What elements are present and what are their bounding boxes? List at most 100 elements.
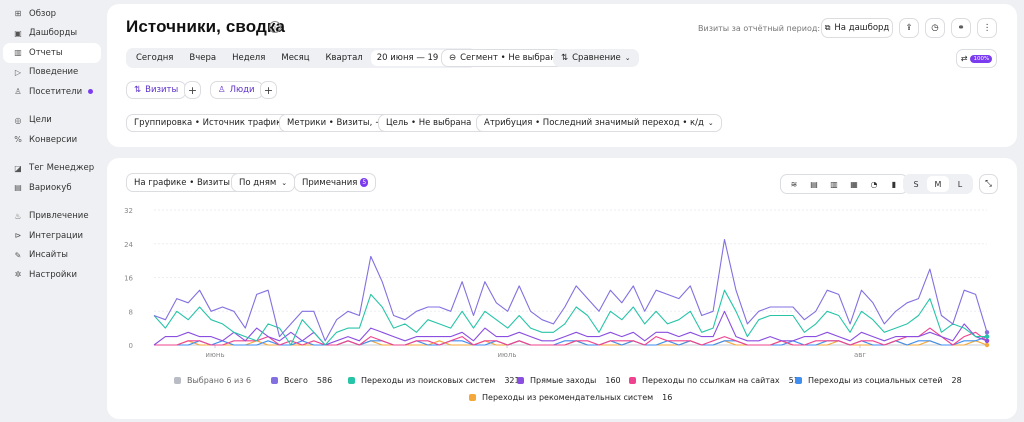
goal-label: Цель • Не выбрана [386, 118, 472, 128]
sidebar-item-label: Привлечение [29, 211, 89, 222]
sidebar-item-plug[interactable]: ⊳ Интеграции [3, 226, 101, 246]
visits-chip[interactable]: ⇅ Визиты [126, 81, 187, 99]
user-icon: ♙ [218, 85, 226, 95]
percent-icon: % [14, 135, 22, 145]
comparison-label: Сравнение [572, 53, 621, 63]
to-dashboard-button[interactable]: ⧉ На дашборд [821, 18, 893, 38]
checkbox-icon [795, 377, 802, 384]
export-button[interactable]: ⇪ [899, 18, 919, 38]
sidebar-item-cube[interactable]: ▤ Вариокуб [3, 178, 101, 198]
column-chart-icon[interactable]: ▮ [891, 179, 897, 189]
period-today[interactable]: Сегодня [136, 53, 174, 63]
notes-count-badge: 5 [360, 178, 369, 187]
sidebar-divider [0, 198, 104, 207]
sidebar-item-tag[interactable]: ◪ Тег Менеджер [3, 159, 101, 179]
sliders-icon: ⇄ [960, 54, 968, 63]
sampling-button[interactable]: ⇄ 100% [956, 49, 997, 68]
series-line-total [153, 238, 988, 342]
size-m[interactable]: M [927, 176, 949, 192]
sidebar-item-target[interactable]: ◎ Цели [3, 111, 101, 131]
legend-label: Прямые заходы [530, 376, 597, 385]
attribution-label: Атрибуция • Последний значимый переход •… [484, 118, 704, 128]
line-chart: 0 8 16 24 32 июнь июль авг [124, 207, 990, 359]
goal-select[interactable]: Цель • Не выбрана ⌄ [378, 114, 490, 132]
metrics-select[interactable]: Метрики • Визиты, +4 [279, 114, 396, 132]
legend-item-direct[interactable]: Прямые заходы 160 [517, 376, 621, 385]
period-quarter[interactable]: Квартал [325, 53, 363, 63]
percent-bar-icon[interactable]: ▦ [850, 179, 858, 189]
attribution-select[interactable]: Атрибуция • Последний значимый переход •… [476, 114, 722, 132]
period-yesterday[interactable]: Вчера [189, 53, 217, 63]
info-icon[interactable]: i [269, 21, 281, 33]
y-tick-label: 8 [129, 308, 133, 316]
cube-icon: ▤ [14, 183, 22, 193]
chart-type-group: ≋ ▤ ▥ ▦ ◔ ▮ [780, 174, 908, 194]
expand-button[interactable]: ⤡ [979, 174, 998, 194]
sidebar-item-wand[interactable]: ✎ Инсайты [3, 246, 101, 266]
y-tick-label: 32 [124, 207, 133, 215]
sidebar-item-gear[interactable]: ✲ Настройки [3, 265, 101, 285]
report-icon: ▥ [14, 48, 22, 58]
period-month[interactable]: Месяц [281, 53, 310, 63]
sidebar-item-report[interactable]: ▥ Отчеты [3, 43, 101, 63]
series-end-point-recommend [984, 342, 990, 348]
checkbox-icon [629, 377, 636, 384]
sidebar-item-grid[interactable]: ⊞ Обзор [3, 4, 101, 24]
sidebar-item-play[interactable]: ▷ Поведение [3, 63, 101, 83]
sidebar-item-label: Цели [29, 115, 52, 126]
by-days-label: По дням [239, 177, 277, 188]
play-icon: ▷ [14, 67, 22, 77]
sidebar-item-percent[interactable]: % Конверсии [3, 130, 101, 150]
legend-count: 28 [951, 376, 962, 385]
status-dot [88, 89, 93, 95]
period-week[interactable]: Неделя [232, 53, 266, 63]
series-line-search [153, 289, 987, 346]
sidebar-item-user[interactable]: ♙ Посетители [3, 82, 101, 102]
clock-icon: ◷ [931, 23, 939, 33]
pie-chart-icon[interactable]: ◔ [870, 179, 878, 189]
legend-select-all[interactable]: Выбрано 6 из 6 [174, 376, 251, 385]
share-link-button[interactable]: ⚭ [951, 18, 971, 38]
sampling-badge: 100% [970, 54, 993, 63]
sidebar-item-label: Поведение [29, 67, 79, 78]
dashboard-icon: ⧉ [824, 23, 831, 32]
people-chip-label: Люди [229, 85, 255, 95]
legend-label: Переходы из рекомендательных систем [482, 393, 654, 402]
history-button[interactable]: ◷ [925, 18, 945, 38]
line-chart-icon[interactable]: ≋ [790, 179, 798, 189]
legend-item-recommend[interactable]: Переходы из рекомендательных систем 16 [469, 393, 672, 402]
bar-chart-icon[interactable]: ▥ [830, 179, 838, 189]
date-range-label: 20 июня — 19 авг [376, 53, 456, 63]
sidebar-item-dashboard[interactable]: ▣ Дашборды [3, 24, 101, 44]
legend-item-total[interactable]: Всего 586 [271, 376, 332, 385]
notes-button[interactable]: Примечания 5 [294, 173, 377, 192]
sidebar-item-fire[interactable]: ♨ Привлечение [3, 207, 101, 227]
legend-item-links[interactable]: Переходы по ссылкам на сайтах 51 [629, 376, 799, 385]
add-people-filter-button[interactable]: + [260, 81, 277, 99]
sidebar-item-label: Отчеты [29, 47, 63, 58]
add-visits-filter-button[interactable]: + [184, 81, 201, 99]
size-l[interactable]: L [957, 179, 963, 189]
checkbox-icon [174, 377, 181, 384]
by-days-select[interactable]: По дням ⌄ [231, 173, 296, 192]
size-s[interactable]: S [913, 179, 919, 189]
chevron-down-icon: ⌄ [624, 54, 631, 62]
notes-label: Примечания [302, 177, 358, 188]
more-button[interactable]: ⋮ [977, 18, 997, 38]
stacked-chart-icon[interactable]: ▤ [810, 179, 818, 189]
legend-item-social[interactable]: Переходы из социальных сетей 28 [795, 376, 962, 385]
legend-count: 586 [316, 376, 333, 385]
legend-item-search[interactable]: Переходы из поисковых систем 321 [348, 376, 520, 385]
grouping-label: Группировка • Источник трафика, +2 [134, 118, 305, 128]
people-chip[interactable]: ♙ Люди [210, 81, 263, 99]
series-end-point-total [984, 330, 990, 335]
chart-card: На графике • Визиты ⌄ По дням ⌄ Примечан… [107, 158, 1017, 419]
sidebar: ⊞ Обзор ▣ Дашборды ▥ Отчеты ▷ Поведение ♙ Посетит… [0, 0, 104, 422]
comparison-select[interactable]: ⇅ Сравнение ⌄ [553, 49, 639, 67]
more-vertical-icon: ⋮ [982, 23, 992, 33]
target-icon: ◎ [14, 115, 22, 125]
checkbox-icon [469, 394, 476, 401]
period-selector: Сегодня Вчера Неделя Месяц Квартал 20 ию… [126, 48, 476, 68]
gear-icon: ✲ [14, 270, 22, 280]
y-tick-label: 16 [124, 275, 133, 283]
